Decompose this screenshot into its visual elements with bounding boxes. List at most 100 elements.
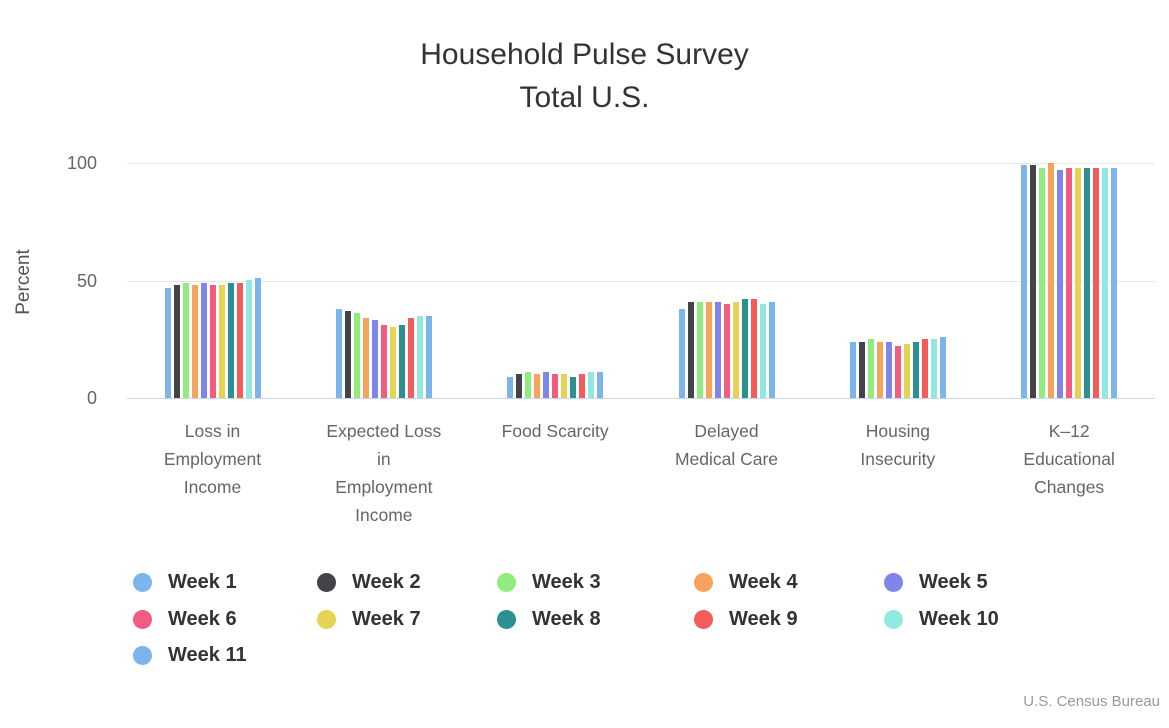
bar-week-4-cat3 [534,374,541,398]
bar-week-11-cat3 [597,372,604,398]
legend-marker-icon [133,646,152,665]
bar-week-5-cat1 [200,283,207,398]
bar-week-5-cat3 [543,372,550,398]
x-category-label-line: Housing [865,421,930,441]
bar-week-2-cat2 [345,311,351,398]
credits-link[interactable]: U.S. Census Bureau [1023,693,1160,710]
x-category-label-line: Income [355,505,413,525]
bar-week-9-cat3 [579,374,586,398]
x-category-label-line: Loss in [184,421,241,441]
bar-week-4-cat4 [705,302,712,398]
x-category-label-line: K–12 [1048,421,1090,441]
bar-week-1-cat1 [164,288,171,398]
x-category-label-line: Income [183,477,242,497]
bar-week-10-cat1 [245,280,252,398]
legend-marker-icon [694,610,713,629]
x-category-label-4: Delayed Medical Care [641,417,812,473]
legend-item-label: Week 5 [919,571,988,593]
bar-week-4-cat5 [877,342,883,398]
y-tick-label-50: 50 [76,270,97,291]
x-category-label-line: Expected Loss [326,421,442,441]
bar-week-6-cat1 [209,285,216,398]
bar-week-5-cat6 [1057,170,1064,398]
bar-week-6-cat2 [381,325,387,398]
bar-week-11-cat5 [940,337,946,398]
legend-item-label: Week 3 [532,571,601,593]
bar-week-2-cat6 [1030,165,1037,398]
x-category-label-line: Food Scarcity [501,421,609,441]
bar-week-8-cat3 [570,377,577,398]
legend-item-label: Week 6 [168,608,237,630]
chart-title-line2: Total U.S. [519,81,650,114]
bar-week-4-cat1 [191,285,198,398]
legend-item-week-11[interactable]: Week 11 [133,639,247,672]
x-category-label-5: Housing Insecurity [812,417,983,473]
legend-marker-icon [694,573,713,592]
bar-week-3-cat2 [354,313,360,398]
legend-marker-icon [497,610,516,629]
legend-marker-icon [133,610,152,629]
legend-item-week-1[interactable]: Week 1 [133,566,237,599]
bar-week-10-cat6 [1102,168,1109,398]
bar-week-9-cat5 [922,339,928,398]
legend-marker-icon [884,610,903,629]
legend-item-week-6[interactable]: Week 6 [133,603,237,636]
bar-week-1-cat5 [850,342,856,398]
bar-week-6-cat4 [723,304,730,398]
bar-week-1-cat4 [678,309,685,398]
x-category-label-line: Employment [163,449,262,469]
x-category-label-line: Changes [1034,477,1105,497]
bar-week-2-cat4 [687,302,694,398]
legend-item-label: Week 10 [919,608,999,630]
legend-item-week-9[interactable]: Week 9 [694,603,798,636]
x-category-label-line: Delayed [694,421,759,441]
legend-item-week-4[interactable]: Week 4 [694,566,798,599]
legend-item-week-7[interactable]: Week 7 [317,603,421,636]
bar-week-6-cat6 [1066,168,1073,398]
x-axis-line [127,398,1155,399]
bar-week-11-cat1 [254,278,261,398]
bar-week-3-cat5 [868,339,874,398]
x-category-label-3: Food Scarcity [470,417,641,445]
bar-week-11-cat6 [1111,168,1118,398]
bar-week-6-cat5 [895,346,901,398]
bar-week-10-cat3 [588,372,595,398]
bar-week-7-cat5 [904,344,910,398]
bar-week-8-cat5 [913,342,919,398]
bar-week-11-cat4 [768,302,775,398]
legend-item-label: Week 4 [729,571,798,593]
legend-marker-icon [317,610,336,629]
bar-week-8-cat1 [227,283,234,398]
bar-week-5-cat2 [372,320,378,398]
bar-week-1-cat3 [507,377,514,398]
legend-item-week-10[interactable]: Week 10 [884,603,999,636]
gridline-100 [127,163,1155,164]
bar-week-8-cat2 [399,325,405,398]
bar-week-3-cat4 [696,302,703,398]
bar-week-1-cat6 [1021,165,1028,398]
chart-title-line1: Household Pulse Survey [420,38,749,71]
x-category-label-line: Medical Care [674,449,779,469]
bar-week-4-cat2 [363,318,369,398]
bar-week-2-cat3 [516,374,523,398]
bar-week-10-cat2 [417,316,423,398]
x-category-label-line: Insecurity [860,449,936,469]
bar-week-5-cat4 [714,302,721,398]
bar-week-7-cat3 [561,374,568,398]
legend-marker-icon [317,573,336,592]
bar-week-9-cat4 [750,299,757,398]
legend-item-week-5[interactable]: Week 5 [884,566,988,599]
y-tick-label-100: 100 [66,153,97,173]
legend-item-week-2[interactable]: Week 2 [317,566,421,599]
bar-week-7-cat2 [390,327,396,398]
chart-title: Household Pulse Survey Total U.S. [0,33,1169,119]
bar-week-2-cat5 [859,342,865,398]
bar-week-7-cat4 [732,302,739,398]
legend-marker-icon [884,573,903,592]
legend-item-week-8[interactable]: Week 8 [497,603,601,636]
bar-week-10-cat4 [759,304,766,398]
bar-week-4-cat6 [1048,163,1055,398]
bar-week-7-cat6 [1075,168,1082,398]
legend-item-week-3[interactable]: Week 3 [497,566,601,599]
